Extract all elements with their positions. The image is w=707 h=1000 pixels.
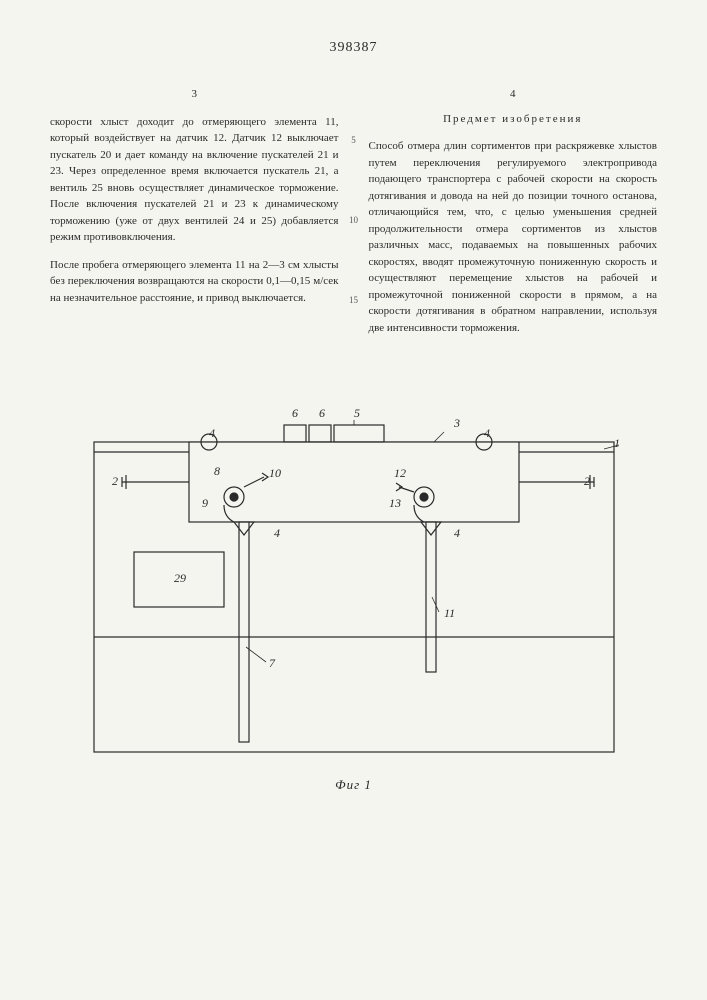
svg-text:2: 2 [584, 474, 590, 488]
svg-text:4: 4 [274, 526, 280, 540]
left-paragraph-2: После пробега отмеряющего элемента 11 на… [50, 257, 339, 307]
svg-text:12: 12 [394, 466, 406, 480]
line-num: 10 [349, 214, 358, 228]
svg-text:1: 1 [614, 436, 620, 450]
figure-caption: Фиг 1 [50, 777, 657, 793]
left-paragraph-1: скорости хлыст доходит до отмеряющего эл… [50, 114, 339, 246]
right-column: 4 Предмет изобретения Способ отмера длин… [369, 86, 658, 347]
figure-svg: 122344445667891011121329 [74, 387, 634, 767]
left-page-num: 3 [50, 86, 339, 103]
svg-text:13: 13 [389, 496, 401, 510]
document-number: 398387 [50, 40, 657, 56]
svg-text:10: 10 [269, 466, 281, 480]
right-paragraph: Способ отмера длин сортиментов при раскр… [369, 138, 658, 336]
svg-text:6: 6 [319, 406, 325, 420]
svg-text:6: 6 [292, 406, 298, 420]
svg-text:4: 4 [484, 426, 490, 440]
text-columns: 5 10 15 3 скорости хлыст доходит до отме… [50, 86, 657, 347]
svg-text:9: 9 [202, 496, 208, 510]
svg-text:4: 4 [209, 426, 215, 440]
svg-text:5: 5 [354, 406, 360, 420]
claim-heading: Предмет изобретения [369, 111, 658, 128]
line-num: 5 [351, 134, 356, 148]
line-num: 15 [349, 294, 358, 308]
right-page-num: 4 [369, 86, 658, 103]
svg-text:2: 2 [112, 474, 118, 488]
svg-text:8: 8 [214, 464, 220, 478]
svg-text:3: 3 [453, 416, 460, 430]
figure-1: 122344445667891011121329 Фиг 1 [50, 387, 657, 793]
svg-text:4: 4 [454, 526, 460, 540]
svg-text:11: 11 [444, 606, 455, 620]
svg-text:29: 29 [174, 571, 186, 585]
svg-text:7: 7 [269, 656, 276, 670]
left-column: 3 скорости хлыст доходит до отмеряющего … [50, 86, 339, 347]
